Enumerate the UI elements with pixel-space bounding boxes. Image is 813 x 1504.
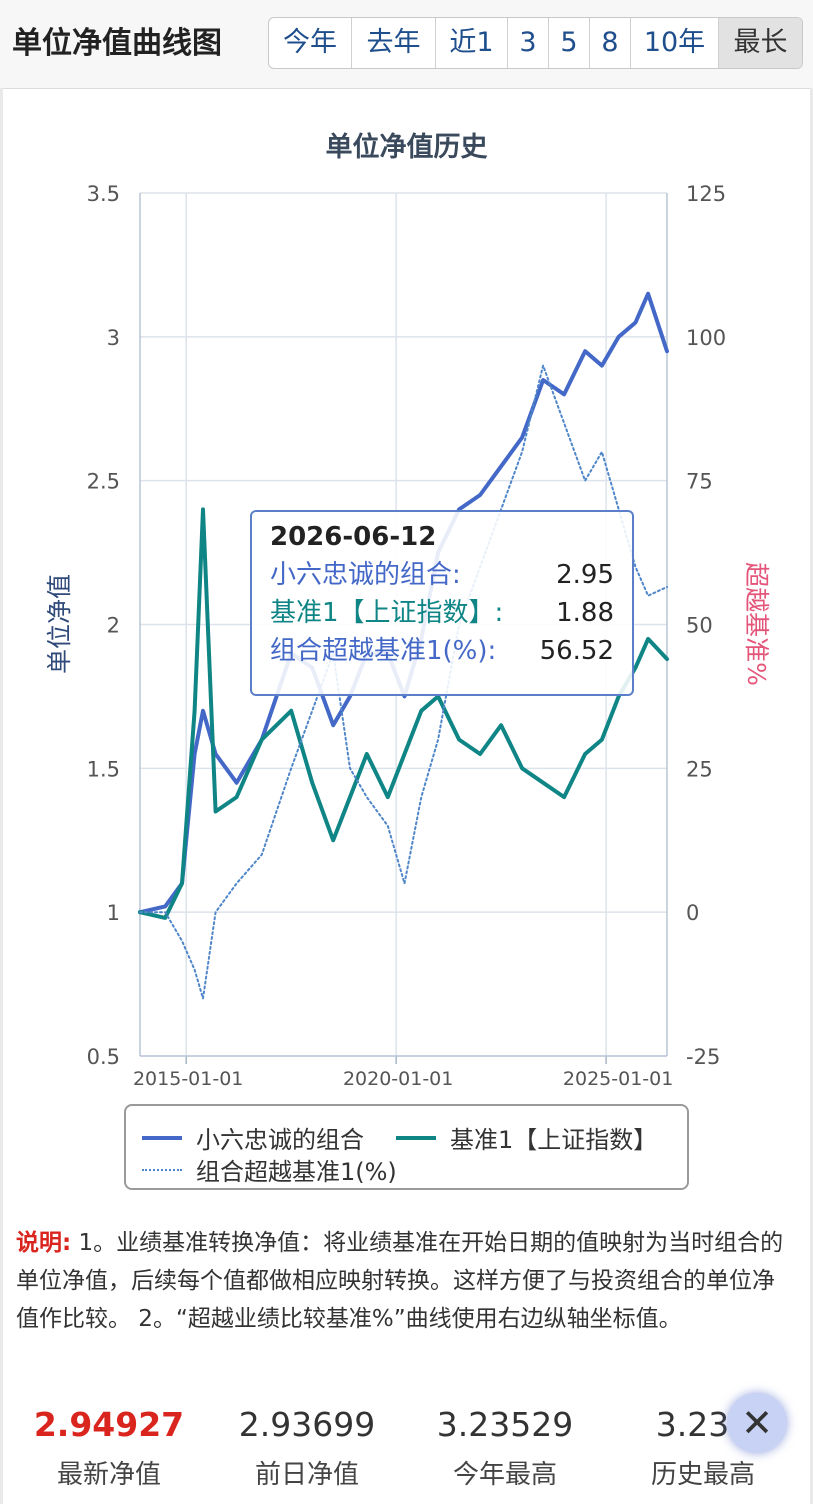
chart-tooltip: 2026-06-12 小六忠诚的组合: 2.95 基准1【上证指数】: 1.88… (250, 510, 634, 696)
range-1y-button[interactable]: 近1 (436, 18, 508, 68)
y-right-tick-label: 75 (686, 470, 713, 494)
stat-latest-nav: 2.94927 最新净值 (14, 1400, 204, 1500)
stat-label: 最新净值 (56, 1460, 161, 1490)
close-floating-button[interactable]: ✕ (727, 1393, 787, 1453)
stat-value: 2.93699 (238, 1405, 376, 1444)
y-right-tick-label: 125 (686, 182, 726, 206)
chart-note: 说明: 1。业绩基准转换净值：将业绩基准在开始日期的值映射为当时组合的单位净值，… (16, 1224, 792, 1338)
range-5y-button[interactable]: 5 (549, 18, 590, 68)
legend-item-excess[interactable]: 组合超越基准1(%) (142, 1152, 397, 1187)
legend-swatch (142, 1135, 182, 1140)
series-line-1 (138, 507, 669, 920)
y-right-tick-label: 100 (686, 326, 726, 350)
y-left-tick-label: 0.5 (87, 1045, 120, 1069)
chart-legend: 小六忠诚的组合 基准1【上证指数】 组合超越基准1(%) (124, 1104, 689, 1190)
tooltip-label: 基准1【上证指数】: (270, 598, 504, 628)
range-max-button[interactable]: 最长 (719, 18, 802, 68)
tooltip-label: 小六忠诚的组合: (270, 560, 461, 590)
stat-label: 前日净值 (254, 1460, 359, 1490)
close-icon: ✕ (741, 1401, 773, 1445)
stat-value: 3.23529 (436, 1405, 574, 1444)
tooltip-label: 组合超越基准1(%): (270, 636, 497, 666)
note-label: 说明: (16, 1230, 72, 1256)
series-line-2 (139, 364, 668, 1000)
legend-item-benchmark[interactable]: 基准1【上证指数】 (396, 1120, 657, 1155)
stat-prev-nav: 2.93699 前日净值 (212, 1400, 402, 1500)
legend-label: 基准1【上证指数】 (450, 1126, 658, 1154)
stat-year-high: 3.23529 今年最高 (410, 1400, 600, 1500)
page-title: 单位净值曲线图 (12, 26, 222, 61)
y-left-tick-label: 2 (107, 614, 120, 638)
y-left-tick-label: 3 (107, 326, 120, 350)
range-3y-button[interactable]: 3 (508, 18, 549, 68)
tooltip-row-benchmark: 基准1【上证指数】: 1.88 (270, 594, 614, 632)
legend-swatch (396, 1135, 436, 1140)
legend-label: 组合超越基准1(%) (196, 1158, 397, 1186)
tooltip-row-portfolio: 小六忠诚的组合: 2.95 (270, 556, 614, 594)
tooltip-value: 1.88 (556, 598, 614, 628)
note-text: 1。业绩基准转换净值：将业绩基准在开始日期的值映射为当时组合的单位净值，后续每个… (16, 1230, 784, 1332)
y-left-axis-title: 单位净值 (45, 574, 74, 674)
stat-value: 2.94927 (33, 1405, 185, 1444)
y-right-tick-label: 0 (686, 901, 699, 925)
right-edge-strip (810, 88, 813, 1504)
stat-label: 历史最高 (650, 1460, 755, 1490)
y-left-tick-label: 1 (107, 901, 120, 925)
y-left-tick-label: 2.5 (87, 470, 120, 494)
y-right-tick-label: 25 (686, 757, 713, 781)
x-tick-label: 2025-01-01 (563, 1068, 673, 1090)
range-8y-button[interactable]: 8 (590, 18, 631, 68)
range-selector: 今年 去年 近1 3 5 8 10年 最长 (268, 17, 803, 69)
header-bar: 单位净值曲线图 今年 去年 近1 3 5 8 10年 最长 (0, 0, 813, 89)
y-right-axis-title: 超越基准% (742, 562, 771, 686)
stat-label: 今年最高 (452, 1460, 557, 1490)
left-edge-strip (0, 88, 3, 1504)
tooltip-value: 2.95 (556, 560, 614, 590)
legend-item-portfolio[interactable]: 小六忠诚的组合 (142, 1120, 364, 1155)
y-right-tick-label: 50 (686, 614, 713, 638)
x-tick-label: 2015-01-01 (133, 1068, 243, 1090)
y-left-tick-label: 1.5 (87, 757, 120, 781)
legend-swatch (142, 1168, 182, 1171)
range-last-year-button[interactable]: 去年 (352, 18, 436, 68)
x-tick-label: 2020-01-01 (343, 1068, 453, 1090)
tooltip-row-excess: 组合超越基准1(%): 56.52 (270, 632, 614, 670)
y-right-tick-label: -25 (686, 1045, 720, 1069)
chart-title: 单位净值历史 (325, 132, 488, 163)
tooltip-date: 2026-06-12 (270, 522, 437, 552)
range-10y-button[interactable]: 10年 (631, 18, 719, 68)
tooltip-value: 56.52 (539, 636, 614, 666)
legend-label: 小六忠诚的组合 (196, 1126, 364, 1154)
range-this-year-button[interactable]: 今年 (269, 18, 352, 68)
nav-stats: 2.94927 最新净值 2.93699 前日净值 3.23529 今年最高 3… (0, 1400, 813, 1504)
y-left-tick-label: 3.5 (87, 182, 120, 206)
